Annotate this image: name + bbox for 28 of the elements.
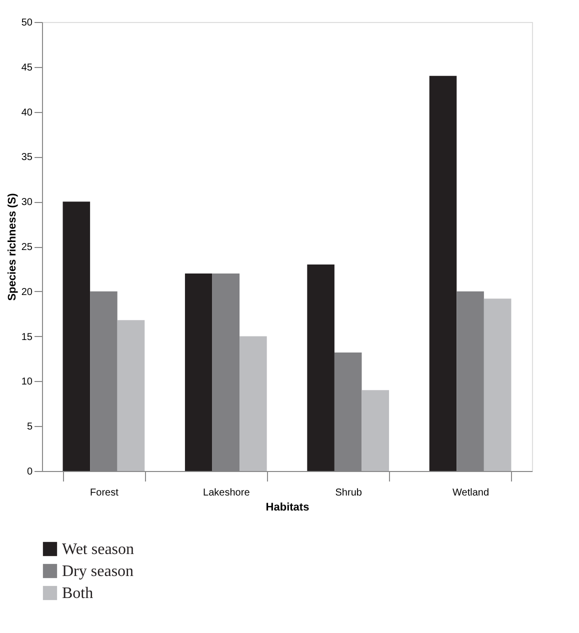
bar: [184, 273, 212, 471]
y-tick-label: 25: [21, 242, 33, 253]
y-tick-label: 5: [26, 422, 33, 433]
legend-label: Both: [62, 585, 94, 602]
y-tick-label: 0: [26, 466, 33, 478]
x-tick-label: Forest: [90, 488, 119, 498]
y-tick-label: 40: [21, 107, 33, 118]
legend-label: Wet season: [62, 541, 134, 558]
bar: [307, 264, 334, 471]
y-tick-label: 30: [21, 197, 33, 208]
y-tick-label: 20: [21, 286, 33, 298]
bar: [362, 390, 390, 471]
y-tick-label: 10: [21, 376, 33, 388]
x-tick-label: Wetland: [452, 488, 490, 498]
legend-label: Dry season: [62, 563, 134, 580]
bar: [484, 298, 512, 471]
x-tick-label: Shrub: [335, 488, 362, 498]
y-axis-title: Species richness (S): [6, 192, 18, 301]
bar: [117, 320, 145, 471]
x-axis-title: Habitats: [266, 502, 310, 514]
y-tick-label: 45: [21, 62, 33, 74]
x-tick-label: Lakeshore: [203, 488, 250, 498]
bar: [429, 76, 457, 471]
y-tick-label: 35: [21, 152, 33, 164]
y-tick-label: 15: [21, 332, 33, 343]
bar: [62, 202, 90, 471]
y-tick-label: 50: [21, 18, 33, 28]
bar: [240, 336, 267, 471]
